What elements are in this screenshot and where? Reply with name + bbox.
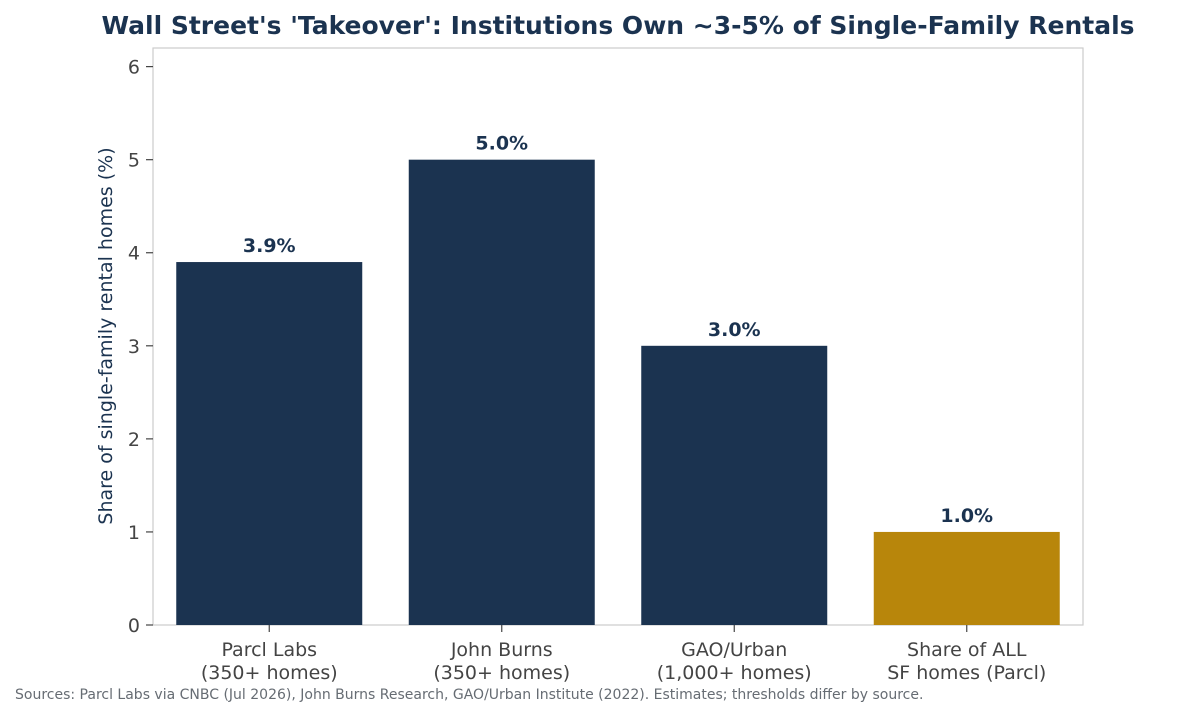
- x-tick-label: Parcl Labs: [221, 639, 317, 661]
- y-tick-label: 5: [128, 150, 140, 172]
- x-tick-label: (350+ homes): [201, 662, 338, 684]
- y-tick-label: 0: [128, 615, 140, 637]
- bar: [176, 262, 363, 625]
- y-tick-label: 1: [128, 522, 140, 544]
- y-tick-label: 2: [128, 429, 140, 451]
- source-note: Sources: Parcl Labs via CNBC (Jul 2026),…: [15, 687, 923, 703]
- x-tick-label: SF homes (Parcl): [887, 662, 1046, 684]
- x-axis: Parcl Labs(350+ homes)John Burns(350+ ho…: [201, 625, 1046, 684]
- data-label: 3.0%: [708, 319, 761, 341]
- x-tick-label: Share of ALL: [907, 639, 1027, 661]
- x-tick-label: John Burns: [450, 639, 553, 661]
- data-label: 5.0%: [475, 133, 528, 155]
- y-axis: 0 1 2 3 4 5 6: [128, 57, 153, 637]
- plot-area: [152, 47, 1084, 626]
- chart-title: Wall Street's 'Takeover': Institutions O…: [101, 11, 1134, 40]
- data-labels: 3.9% 5.0% 3.0% 1.0%: [243, 133, 993, 527]
- data-label: 1.0%: [940, 505, 993, 527]
- bar: [641, 345, 828, 625]
- y-tick-label: 3: [128, 336, 140, 358]
- y-tick-label: 6: [128, 57, 140, 79]
- x-tick-label: GAO/Urban: [681, 639, 787, 661]
- x-tick-label: (1,000+ homes): [657, 662, 812, 684]
- bar: [873, 531, 1060, 625]
- bars: [176, 159, 1060, 625]
- y-tick-label: 4: [128, 243, 140, 265]
- data-label: 3.9%: [243, 235, 296, 257]
- x-tick-label: (350+ homes): [433, 662, 570, 684]
- y-axis-label: Share of single-family rental homes (%): [95, 147, 117, 524]
- bar: [408, 159, 595, 625]
